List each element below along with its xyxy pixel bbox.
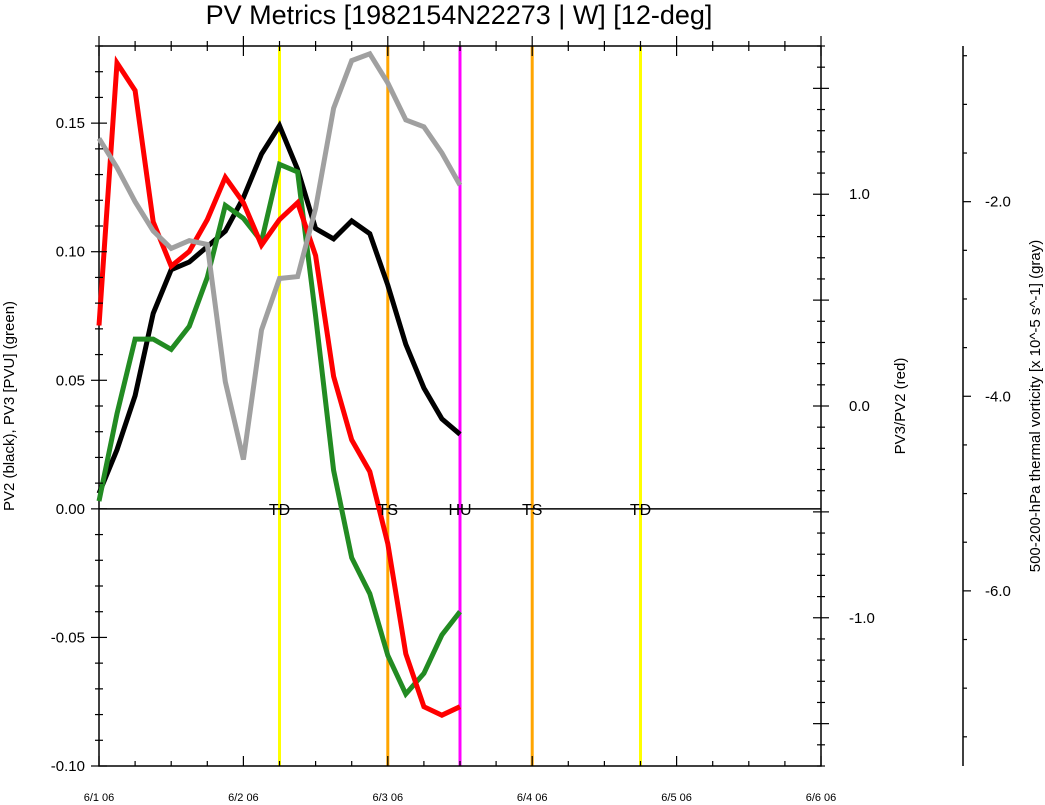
- stage-marker-label: HU: [448, 502, 471, 519]
- right-tick-label: 0.0: [849, 398, 870, 415]
- far-right-axis-title: 500-200-hPa thermal vorticity [x 10^-5 s…: [1027, 240, 1044, 573]
- stage-marker-label: TD: [630, 502, 651, 519]
- x-tick-label: 6/1 06: [84, 792, 115, 804]
- x-tick-label: 6/5 06: [661, 792, 692, 804]
- series-line: [96, 160, 462, 699]
- stage-markers: [278, 46, 642, 766]
- x-axis: 6/1 06 6/2 06 6/3 06 6/4 06 6/5 06 6/6 06: [84, 36, 837, 804]
- x-tick-label: 6/4 06: [517, 792, 548, 804]
- right-axis: -1.0 0.0 1.0: [813, 45, 875, 767]
- chart-title: PV Metrics [1982154N22273 | W] [12-deg]: [206, 0, 713, 30]
- left-tick-label: 0.05: [56, 372, 85, 389]
- far-right-tick-label: -6.0: [985, 583, 1011, 600]
- left-tick-label: 0.10: [56, 244, 85, 261]
- stage-marker-label: TS: [378, 502, 398, 519]
- stage-marker-label: TS: [522, 502, 542, 519]
- x-tick-label: 6/2 06: [228, 792, 259, 804]
- stage-marker-label: TD: [269, 502, 290, 519]
- left-tick-label: 0.00: [56, 501, 85, 518]
- x-tick-label: 6/6 06: [806, 792, 837, 804]
- series-lines: [96, 50, 463, 718]
- far-right-tick-label: -2.0: [985, 194, 1011, 211]
- left-tick-label: -0.05: [51, 629, 85, 646]
- far-right-tick-label: -4.0: [985, 388, 1011, 405]
- right-axis-title: PV3/PV2 (red): [892, 358, 909, 455]
- left-tick-label: 0.15: [56, 115, 85, 132]
- left-axis-title: PV2 (black), PV3 [PVU] (green): [1, 301, 18, 511]
- x-tick-label: 6/3 06: [373, 792, 404, 804]
- right-tick-label: -1.0: [849, 610, 875, 627]
- right-tick-label: 1.0: [849, 186, 870, 203]
- left-tick-label: -0.10: [51, 758, 85, 775]
- far-right-axis: -6.0 -4.0 -2.0: [962, 46, 1011, 766]
- stage-labels: TD TS HU TS TD: [269, 502, 651, 519]
- left-axis: -0.10 -0.05 0.00 0.05 0.10 0.15: [51, 45, 107, 775]
- series-line: [96, 120, 462, 495]
- series-line: [96, 50, 463, 461]
